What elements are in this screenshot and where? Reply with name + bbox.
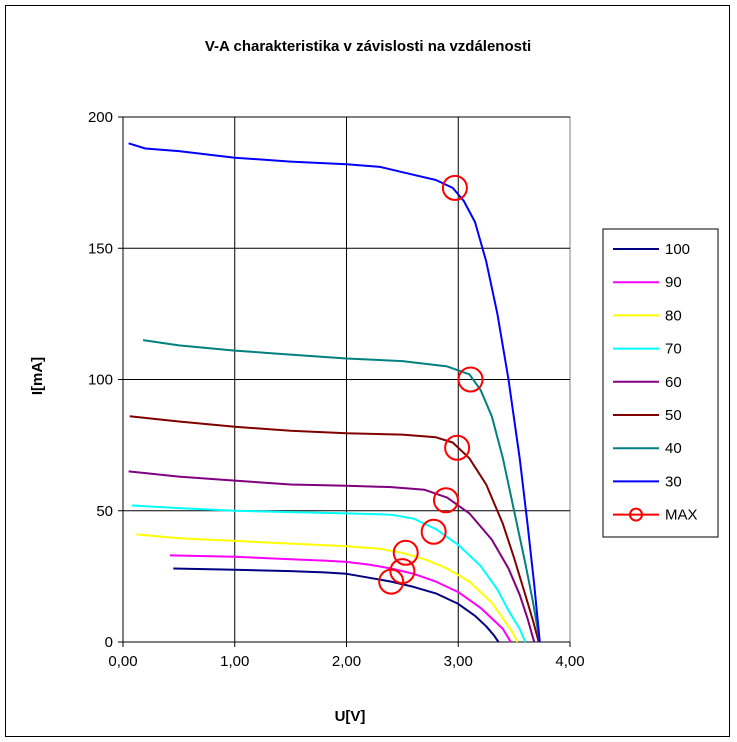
legend-label-60: 60 [665, 374, 682, 391]
legend-label-40: 40 [665, 440, 682, 457]
max-marker [420, 518, 447, 545]
series-line-90 [169, 554, 512, 643]
x-tick-label: 4,00 [555, 653, 584, 670]
max-marker [432, 487, 459, 514]
axis-ticks: 0,00 1,00 2,00 3,00 4,00 0 50 100 150 200 [88, 109, 585, 670]
legend-label-30: 30 [665, 473, 682, 490]
max-markers [378, 174, 484, 595]
max-marker [457, 366, 484, 393]
y-axis-label: I[mA] [29, 357, 46, 395]
chart: V-A charakteristika v závislosti na vzdá… [29, 38, 719, 725]
legend-marker-MAX [629, 507, 643, 522]
series-line-40 [142, 339, 541, 643]
legend-label-90: 90 [665, 274, 682, 291]
legend: 100 90 80 70 60 50 40 30 MAX [602, 228, 719, 538]
max-marker [441, 174, 468, 201]
x-tick-label: 2,00 [332, 653, 361, 670]
legend-label-80: 80 [665, 307, 682, 324]
grid [122, 116, 571, 643]
series-line-50 [129, 415, 540, 643]
x-axis-label: U[V] [335, 708, 366, 725]
chart-title: V-A charakteristika v závislosti na vzdá… [205, 38, 531, 55]
max-marker [392, 539, 419, 566]
max-marker [444, 434, 471, 461]
legend-label-70: 70 [665, 341, 682, 358]
legend-label-100: 100 [665, 241, 690, 258]
chart-frame: V-A charakteristika v závislosti na vzdá… [5, 5, 730, 737]
y-tick-label: 150 [88, 240, 113, 257]
x-tick-label: 1,00 [220, 653, 249, 670]
y-tick-label: 200 [88, 109, 113, 126]
max-marker [378, 568, 405, 595]
x-tick-label: 0,00 [108, 653, 137, 670]
legend-label-MAX: MAX [665, 507, 698, 524]
series-line-80 [136, 533, 519, 643]
y-tick-label: 50 [96, 503, 113, 520]
y-tick-label: 0 [105, 634, 113, 651]
series-line-30 [128, 142, 541, 643]
legend-label-50: 50 [665, 407, 682, 424]
x-tick-label: 3,00 [444, 653, 473, 670]
legend-box [602, 228, 719, 538]
y-tick-label: 100 [88, 372, 113, 389]
